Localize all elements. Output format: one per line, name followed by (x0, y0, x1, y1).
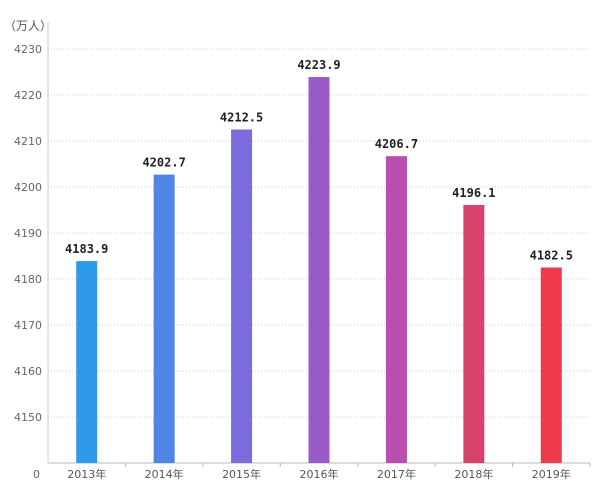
y-tick-label: 4220 (14, 89, 42, 102)
y-tick-label: 4200 (14, 181, 42, 194)
y-tick-label: 4150 (14, 411, 42, 424)
x-tick-label: 2017年 (377, 467, 416, 481)
bar (231, 129, 253, 463)
data-label: 4202.7 (142, 156, 185, 170)
bar (463, 204, 485, 463)
data-labels: 4183.9 4202.7 4212.5 4223.9 4206.7 4196.1 4182… (65, 58, 573, 262)
x-tick-label: 2015年 (222, 467, 261, 481)
data-label: 4212.5 (220, 111, 263, 125)
data-label: 4196.1 (452, 186, 495, 200)
x-tick-label: 2019年 (532, 467, 571, 481)
bar (385, 156, 407, 463)
y-tick-label: 4160 (14, 365, 42, 378)
data-label: 4223.9 (297, 58, 340, 72)
bars (76, 77, 562, 463)
y-tick-label: 4170 (14, 319, 42, 332)
bar (540, 267, 562, 463)
data-label: 4206.7 (375, 137, 418, 151)
bar (153, 174, 175, 463)
y-axis-ticks: 4150 4160 4170 4180 4190 4200 4210 4220 4230 (14, 43, 42, 424)
x-tick-label: 2018年 (454, 467, 493, 481)
y-tick-label: 4190 (14, 227, 42, 240)
data-label: 4182.5 (530, 249, 573, 263)
data-label: 4183.9 (65, 242, 108, 256)
y-tick-label: 4230 (14, 43, 42, 56)
bar (308, 77, 330, 463)
x-tick-label: 2016年 (300, 467, 339, 481)
y-axis-unit-label: （万人） (4, 19, 52, 33)
y-tick-label: 4180 (14, 273, 42, 286)
x-tick-label: 2014年 (145, 467, 184, 481)
bar (76, 261, 98, 463)
x-tick-label: 2013年 (67, 467, 106, 481)
x-axis-labels: 2013年 2014年 2015年 2016年 2017年 2018年 2019年 (67, 463, 591, 481)
y-tick-label: 4210 (14, 135, 42, 148)
y-zero-label: 0 (33, 468, 40, 481)
